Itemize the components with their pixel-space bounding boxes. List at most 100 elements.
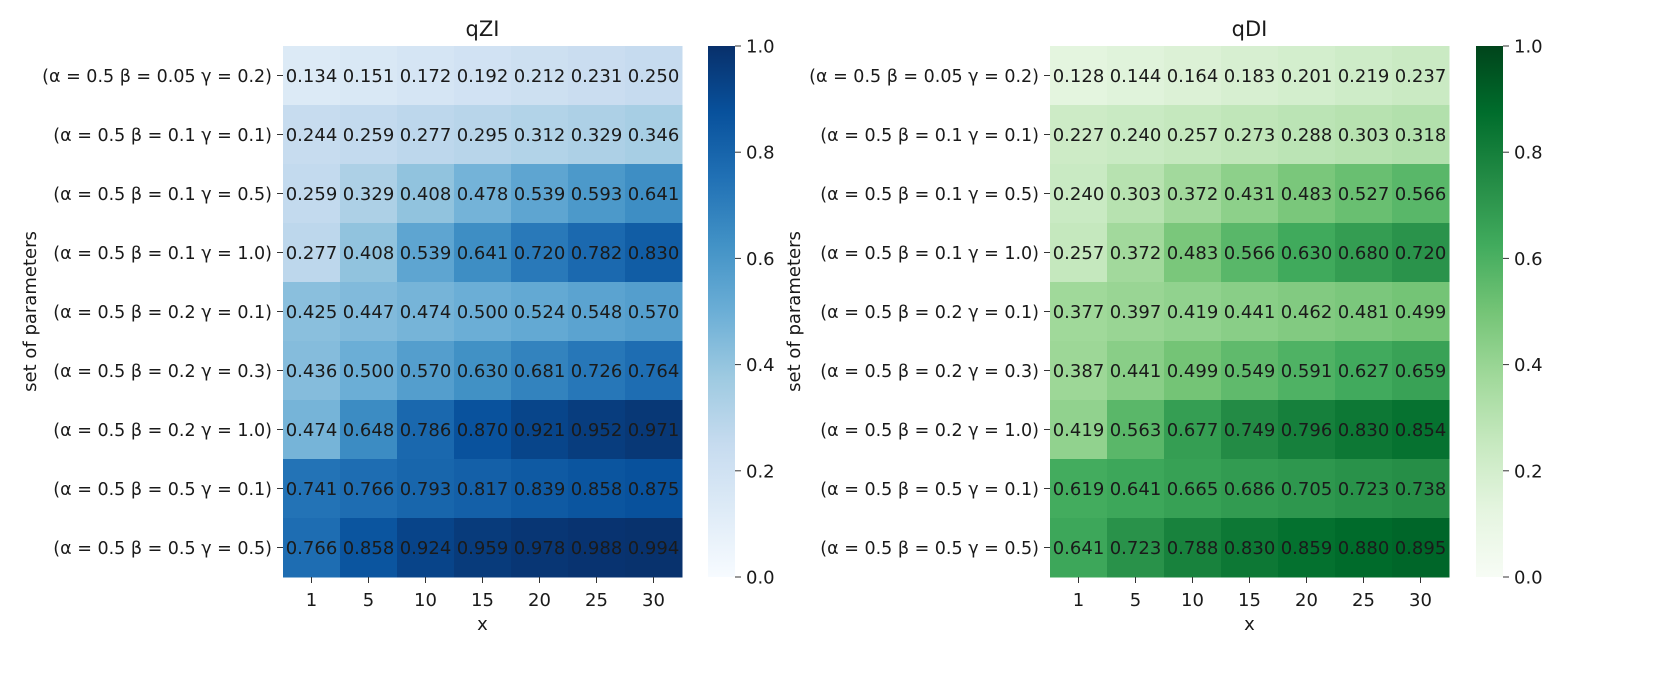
- y-tick-label: (α = 0.5 β = 0.2 γ = 1.0): [820, 421, 1039, 441]
- colorbar-tick-label: 1.0: [1514, 37, 1543, 58]
- cell-value-label: 0.859: [1281, 538, 1333, 559]
- cell-value-label: 0.303: [1110, 184, 1162, 205]
- cell-value-label: 0.408: [343, 243, 395, 264]
- heatmap-cell: [1164, 223, 1222, 283]
- cell-value-label: 0.419: [1167, 302, 1219, 323]
- heatmap-cell: [1278, 46, 1336, 106]
- heatmap-cell: [1335, 223, 1393, 283]
- y-tick-label: (α = 0.5 β = 0.1 γ = 1.0): [53, 244, 272, 264]
- cell-value-label: 0.630: [1281, 243, 1333, 264]
- cell-value-label: 0.839: [514, 479, 566, 500]
- heatmap-cell: [283, 282, 341, 342]
- cell-value-label: 0.680: [1338, 243, 1390, 264]
- heatmap-cell: [283, 223, 341, 283]
- cell-value-label: 0.870: [457, 420, 509, 441]
- heatmap-cell: [1164, 400, 1222, 460]
- heatmap-cell: [1278, 105, 1336, 165]
- heatmap-cell: [625, 46, 683, 106]
- heatmap-cell: [1107, 46, 1165, 106]
- heatmap-cell: [340, 164, 398, 224]
- colorbar-tick-label: 0.6: [1514, 249, 1543, 270]
- cell-value-label: 0.788: [1167, 538, 1219, 559]
- heatmap-cell: [1107, 400, 1165, 460]
- heatmap-cell: [283, 105, 341, 165]
- cell-value-label: 0.329: [343, 184, 395, 205]
- heatmap-cell: [1392, 282, 1450, 342]
- y-tick-label: (α = 0.5 β = 0.05 γ = 0.2): [42, 67, 272, 87]
- cell-value-label: 0.830: [628, 243, 680, 264]
- cell-value-label: 0.474: [400, 302, 452, 323]
- x-tick-label: 5: [363, 590, 374, 611]
- cell-value-label: 0.570: [628, 302, 680, 323]
- cell-value-label: 0.627: [1338, 361, 1390, 382]
- cell-value-label: 0.288: [1281, 125, 1333, 146]
- heatmap-cell: [1335, 164, 1393, 224]
- cell-value-label: 0.971: [628, 420, 680, 441]
- heatmap-cell: [1107, 459, 1165, 519]
- heatmap-cell: [511, 400, 569, 460]
- heatmap-cell: [283, 164, 341, 224]
- heatmap-cell: [625, 223, 683, 283]
- cell-value-label: 0.372: [1167, 184, 1219, 205]
- x-axis-label: x: [477, 614, 488, 635]
- heatmap-cell: [1221, 46, 1279, 106]
- heatmap-cell: [1050, 459, 1108, 519]
- heatmap-cell: [568, 518, 626, 578]
- heatmap-cell: [1392, 46, 1450, 106]
- y-tick-label: (α = 0.5 β = 0.2 γ = 1.0): [53, 421, 272, 441]
- heatmap-cell: [397, 282, 455, 342]
- heatmap-cell: [454, 341, 512, 401]
- y-tick-label: (α = 0.5 β = 0.5 γ = 0.5): [820, 539, 1039, 559]
- cell-value-label: 0.183: [1224, 66, 1276, 87]
- colorbar-tick-label: 1.0: [746, 37, 775, 58]
- x-tick-label: 30: [1409, 590, 1432, 611]
- cell-value-label: 0.346: [628, 125, 680, 146]
- heatmap-cell: [568, 223, 626, 283]
- cell-value-label: 0.641: [1110, 479, 1162, 500]
- cell-value-label: 0.720: [1395, 243, 1447, 264]
- heatmap-cell: [1335, 282, 1393, 342]
- heatmap-cell: [1392, 400, 1450, 460]
- cell-value-label: 0.273: [1224, 125, 1276, 146]
- x-tick-label: 25: [585, 590, 608, 611]
- colorbar: [708, 46, 735, 577]
- heatmap-cell: [1164, 282, 1222, 342]
- colorbar-tick-label: 0.2: [1514, 461, 1543, 482]
- y-tick-label: (α = 0.5 β = 0.2 γ = 0.3): [53, 362, 272, 382]
- heatmap-cell: [625, 105, 683, 165]
- cell-value-label: 0.959: [457, 538, 509, 559]
- heatmap-cell: [283, 46, 341, 106]
- cell-value-label: 0.858: [571, 479, 623, 500]
- heatmap-cell: [397, 400, 455, 460]
- x-tick-label: 30: [642, 590, 665, 611]
- cell-value-label: 0.921: [514, 420, 566, 441]
- heatmap-cell: [568, 46, 626, 106]
- cell-value-label: 0.441: [1110, 361, 1162, 382]
- cell-value-label: 0.397: [1110, 302, 1162, 323]
- heatmap-cell: [397, 105, 455, 165]
- x-tick-label: 20: [528, 590, 551, 611]
- cell-value-label: 0.237: [1395, 66, 1447, 87]
- heatmap-cell: [1278, 341, 1336, 401]
- heatmap-cell: [1392, 459, 1450, 519]
- cell-value-label: 0.259: [343, 125, 395, 146]
- cell-value-label: 0.895: [1395, 538, 1447, 559]
- heatmap-cell: [1392, 223, 1450, 283]
- heatmap-cell: [1221, 341, 1279, 401]
- heatmap-cell: [1050, 400, 1108, 460]
- cell-value-label: 0.478: [457, 184, 509, 205]
- cell-value-label: 0.539: [514, 184, 566, 205]
- colorbar-tick-label: 0.4: [1514, 355, 1543, 376]
- heatmap-cell: [454, 518, 512, 578]
- heatmap-cell: [454, 46, 512, 106]
- cell-value-label: 0.318: [1395, 125, 1447, 146]
- heatmap-cell: [1107, 164, 1165, 224]
- colorbar-tick-label: 0.8: [746, 143, 775, 164]
- y-tick-label: (α = 0.5 β = 0.2 γ = 0.3): [820, 362, 1039, 382]
- x-tick-label: 15: [471, 590, 494, 611]
- cell-value-label: 0.705: [1281, 479, 1333, 500]
- y-tick-label: (α = 0.5 β = 0.2 γ = 0.1): [820, 303, 1039, 323]
- heatmap-cell: [1392, 164, 1450, 224]
- heatmap-cell: [340, 341, 398, 401]
- heatmap-cell: [1221, 223, 1279, 283]
